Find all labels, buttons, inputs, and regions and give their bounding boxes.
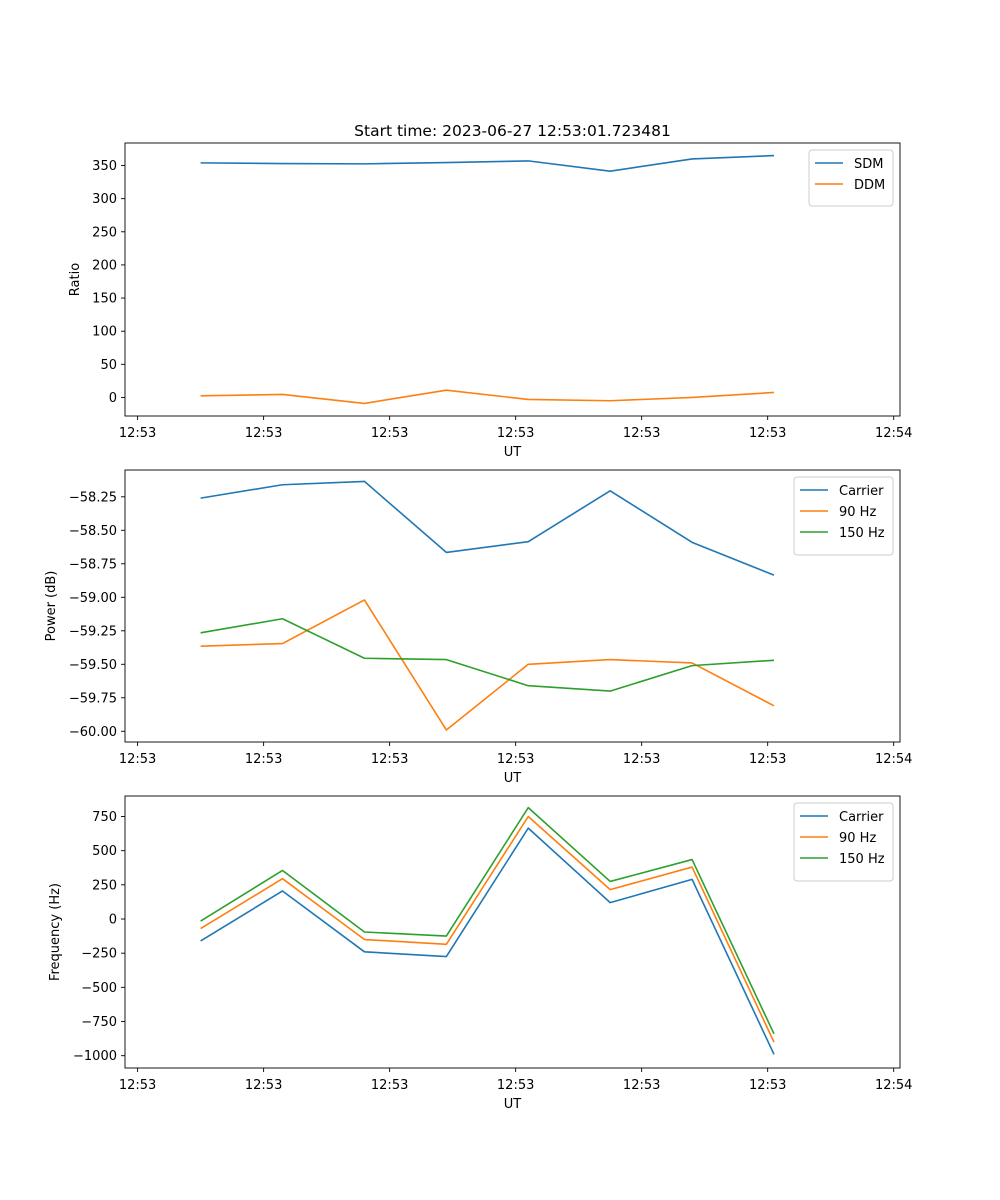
frequency-y-tick-label: 0	[109, 913, 117, 928]
power-y-tick-label: −59.75	[69, 691, 117, 706]
power-legend-label-150-hz: 150 Hz	[839, 526, 885, 541]
ratio-legend	[808, 149, 894, 207]
power-x-axis-label: UT	[504, 771, 522, 786]
power-y-tick-label: −59.00	[69, 591, 117, 606]
frequency-y-tick-label: −1000	[73, 1049, 117, 1064]
power-legend-label-carrier: Carrier	[839, 484, 884, 499]
power-y-tick-label: −58.75	[69, 557, 117, 572]
frequency-legend-label-carrier: Carrier	[839, 810, 884, 825]
frequency-y-tick-label: −500	[81, 981, 117, 996]
frequency-x-tick-label: 12:53	[497, 1078, 534, 1093]
frequency-y-tick-label: 750	[92, 810, 117, 825]
power-x-tick-label: 12:53	[119, 752, 156, 767]
frequency-legend-label-90-hz: 90 Hz	[839, 831, 876, 846]
ratio-y-tick-label: 150	[92, 292, 117, 307]
ratio-y-tick-label: 0	[109, 391, 117, 406]
frequency-series-carrier-line	[200, 827, 775, 1055]
ratio-x-axis-label: UT	[504, 445, 522, 460]
ratio-series-sdm-line	[200, 154, 775, 172]
power-y-tick-label: −58.25	[69, 490, 117, 505]
power-y-tick-label: −59.50	[69, 658, 117, 673]
frequency-y-axis-label: Frequency (Hz)	[48, 883, 63, 981]
ratio-y-tick-label: 50	[100, 358, 117, 373]
power-series-150-hz-line	[200, 617, 775, 692]
ratio-x-tick-label: 12:54	[875, 426, 912, 441]
power-y-tick-label: −58.50	[69, 524, 117, 539]
ratio-legend-label-sdm: SDM	[854, 157, 883, 172]
ratio-y-tick-label: 300	[92, 192, 117, 207]
ratio-x-tick-label: 12:53	[749, 426, 786, 441]
ratio-x-tick-label: 12:53	[623, 426, 660, 441]
ratio-x-tick-label: 12:53	[497, 426, 534, 441]
frequency-y-tick-label: −250	[81, 947, 117, 962]
power-series-90-hz-line	[200, 599, 775, 731]
power-x-tick-label: 12:54	[875, 752, 912, 767]
ratio-x-tick-label: 12:53	[371, 426, 408, 441]
power-y-tick-label: −59.25	[69, 624, 117, 639]
power-x-tick-label: 12:53	[749, 752, 786, 767]
power-x-tick-label: 12:53	[371, 752, 408, 767]
power-y-tick-label: −60.00	[69, 725, 117, 740]
frequency-x-tick-label: 12:53	[119, 1078, 156, 1093]
power-x-tick-label: 12:53	[497, 752, 534, 767]
power-x-tick-label: 12:53	[623, 752, 660, 767]
frequency-x-tick-label: 12:53	[749, 1078, 786, 1093]
power-panel: 12:53 12:53 12:53 12:53 12:53 12:53 12:54 −60.0…	[44, 469, 912, 786]
power-axes-frame	[124, 469, 901, 743]
frequency-x-tick-label: 12:53	[623, 1078, 660, 1093]
frequency-y-tick-label: 250	[92, 878, 117, 893]
frequency-legend-label-150-hz: 150 Hz	[839, 852, 885, 867]
frequency-x-axis-label: UT	[504, 1097, 522, 1112]
ratio-x-tick-label: 12:53	[119, 426, 156, 441]
ratio-y-tick-label: 250	[92, 225, 117, 240]
ratio-y-tick-label: 100	[92, 325, 117, 340]
frequency-x-tick-label: 12:53	[371, 1078, 408, 1093]
power-y-axis-label: Power (dB)	[44, 571, 59, 642]
ratio-panel: 12:53 12:53 12:53 12:53 12:53 12:53 12:54 0 50 10…	[68, 142, 912, 460]
power-legend-label-90-hz: 90 Hz	[839, 505, 876, 520]
ratio-x-tick-label: 12:53	[245, 426, 282, 441]
ratio-axes-frame	[124, 142, 901, 417]
frequency-series-90-hz-line	[200, 815, 775, 1043]
ratio-y-tick-label: 350	[92, 159, 117, 174]
frequency-y-tick-label: −750	[81, 1015, 117, 1030]
ratio-y-axis-label: Ratio	[68, 263, 83, 296]
frequency-y-tick-label: 500	[92, 844, 117, 859]
power-series-carrier-line	[200, 480, 775, 576]
ratio-series-ddm-line	[200, 389, 775, 405]
frequency-x-tick-label: 12:53	[245, 1078, 282, 1093]
figure-title: Start time: 2023-06-27 12:53:01.723481	[354, 122, 671, 140]
frequency-series-150-hz-line	[200, 806, 775, 1035]
power-legend	[793, 476, 894, 556]
frequency-panel: 12:53 12:53 12:53 12:53 12:53 12:53 12:54 −1000…	[48, 795, 912, 1112]
power-x-tick-label: 12:53	[245, 752, 282, 767]
frequency-legend	[793, 802, 894, 882]
frequency-x-tick-label: 12:54	[875, 1078, 912, 1093]
ratio-y-tick-label: 200	[92, 258, 117, 273]
ratio-legend-label-ddm: DDM	[854, 178, 885, 193]
frequency-axes-frame	[124, 795, 901, 1069]
